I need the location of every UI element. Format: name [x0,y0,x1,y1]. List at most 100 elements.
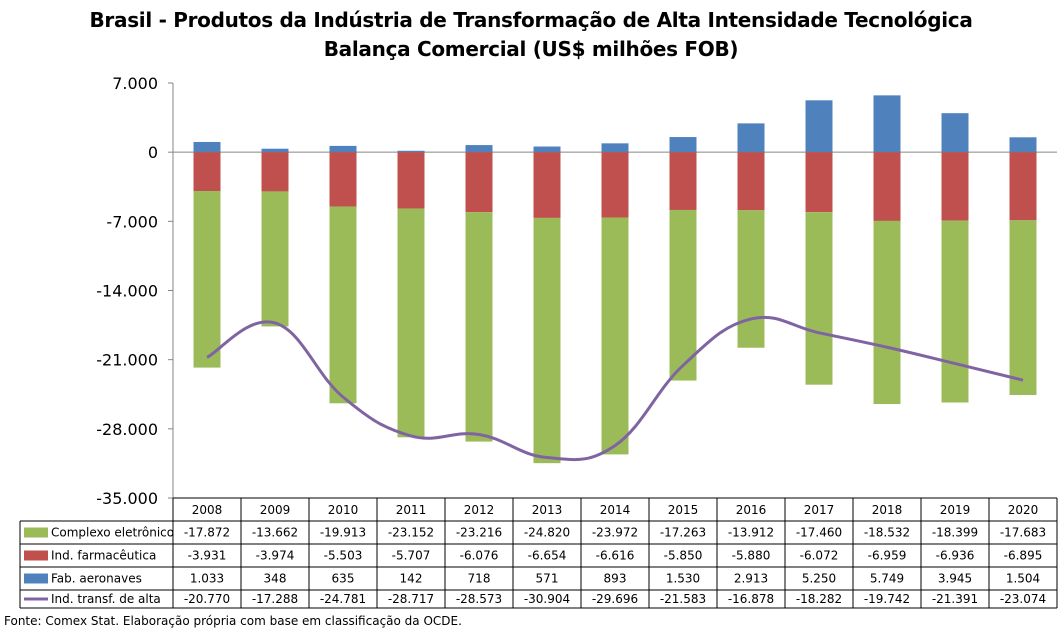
row-farmaceutica-value: -5.707 [392,549,431,563]
row-aeronaves-value: 1.504 [1006,572,1040,586]
row-farmaceutica-value: -6.959 [868,549,907,563]
row-ind-transf-alta-value: -24.781 [320,592,366,606]
row-ind-transf-alta-value: -21.391 [932,592,978,606]
bar-aeronaves [669,137,697,153]
legend-swatch [24,573,48,584]
x-tick-label: 2009 [260,503,291,517]
bar-farmaceutica [805,152,833,213]
row-farmaceutica-value: -6.616 [596,549,635,563]
bar-eletronico [261,191,289,327]
row-aeronaves-value: 348 [264,572,287,586]
row-eletronico-value: -13.662 [252,526,298,540]
bar-eletronico [805,212,833,385]
legend-swatch [24,527,48,538]
row-eletronico-value: -23.216 [456,526,502,540]
chart-subtitle: Balança Comercial (US$ milhões FOB) [323,37,739,61]
row-ind-transf-alta-value: -17.288 [252,592,298,606]
row-ind-transf-alta-value: -30.904 [524,592,570,606]
bar-eletronico [737,210,765,348]
row-aeronaves-value: 5.749 [870,572,904,586]
x-tick-label: 2020 [1008,503,1039,517]
bar-farmaceutica [941,152,969,221]
row-eletronico-value: -18.532 [864,526,910,540]
row-eletronico-value: -24.820 [524,526,570,540]
row-ind-transf-alta-value: -20.770 [184,592,230,606]
bar-aeronaves [329,145,357,153]
row-aeronaves-value: 1.033 [190,572,224,586]
bar-farmaceutica [329,152,357,207]
bar-farmaceutica [465,152,493,213]
row-farmaceutica-value: -6.895 [1004,549,1043,563]
row-farmaceutica-value: -5.880 [732,549,771,563]
row-eletronico-value: -18.399 [932,526,978,540]
bar-farmaceutica [669,152,697,210]
y-tick-label: -14.000 [96,282,158,301]
y-tick-label: -7.000 [106,212,158,231]
row-aeronaves-value: 3.945 [938,572,972,586]
legend-label: Fab. aeronaves [51,572,142,586]
row-ind-transf-alta-value: -29.696 [592,592,638,606]
bar-aeronaves [941,113,969,153]
row-ind-transf-alta-value: -28.717 [388,592,434,606]
bar-eletronico [193,191,221,368]
bar-aeronaves [261,148,289,153]
row-aeronaves-value: 635 [332,572,355,586]
bar-eletronico [601,217,629,455]
row-eletronico-value: -23.972 [592,526,638,540]
bar-aeronaves [805,100,833,153]
x-tick-label: 2011 [396,503,427,517]
row-ind-transf-alta-value: -28.573 [456,592,502,606]
bar-eletronico [669,209,697,381]
row-eletronico-value: -17.683 [1000,526,1046,540]
x-tick-label: 2015 [668,503,699,517]
bar-aeronaves [1009,137,1037,153]
row-eletronico-value: -23.152 [388,526,434,540]
row-eletronico-value: -19.913 [320,526,366,540]
bar-farmaceutica [261,152,289,192]
row-farmaceutica-value: -3.931 [188,549,227,563]
legend-label: Ind. farmacêutica [51,549,156,563]
x-tick-label: 2010 [328,503,359,517]
legend-label: Ind. transf. de alta [51,592,161,606]
bar-farmaceutica [601,152,629,218]
x-tick-label: 2018 [872,503,903,517]
row-farmaceutica-value: -6.654 [528,549,567,563]
line-ind-transf-alta [206,315,1024,462]
bar-farmaceutica [1009,152,1037,221]
row-ind-transf-alta-value: -18.282 [796,592,842,606]
bar-farmaceutica [737,152,765,211]
x-tick-label: 2016 [736,503,767,517]
bar-eletronico [941,220,969,403]
x-tick-label: 2017 [804,503,835,517]
x-tick-label: 2013 [532,503,563,517]
legend-label: Complexo eletrônico [51,526,174,540]
row-ind-transf-alta-value: -16.878 [728,592,774,606]
x-tick-label: 2014 [600,503,631,517]
bar-eletronico [1009,220,1037,396]
bar-aeronaves [397,150,425,153]
row-aeronaves-value: 718 [468,572,491,586]
bar-eletronico [397,208,425,438]
bar-aeronaves [193,141,221,153]
x-tick-label: 2019 [940,503,971,517]
row-aeronaves-value: 571 [536,572,559,586]
bar-farmaceutica [193,152,221,192]
row-eletronico-value: -17.263 [660,526,706,540]
chart-title: Brasil - Produtos da Indústria de Transf… [89,8,973,32]
row-farmaceutica-value: -6.072 [800,549,839,563]
y-tick-label: -35.000 [96,489,158,508]
row-eletronico-value: -17.460 [796,526,842,540]
x-tick-label: 2008 [192,503,223,517]
row-farmaceutica-value: -5.503 [324,549,363,563]
bar-eletronico [465,212,493,442]
y-tick-label: 0 [148,143,158,162]
bar-eletronico [329,206,357,404]
row-aeronaves-value: 142 [400,572,423,586]
bar-farmaceutica [533,152,561,218]
row-farmaceutica-value: -3.974 [256,549,295,563]
row-ind-transf-alta-value: -21.583 [660,592,706,606]
y-tick-label: 7.000 [112,74,158,93]
bar-aeronaves [465,145,493,153]
